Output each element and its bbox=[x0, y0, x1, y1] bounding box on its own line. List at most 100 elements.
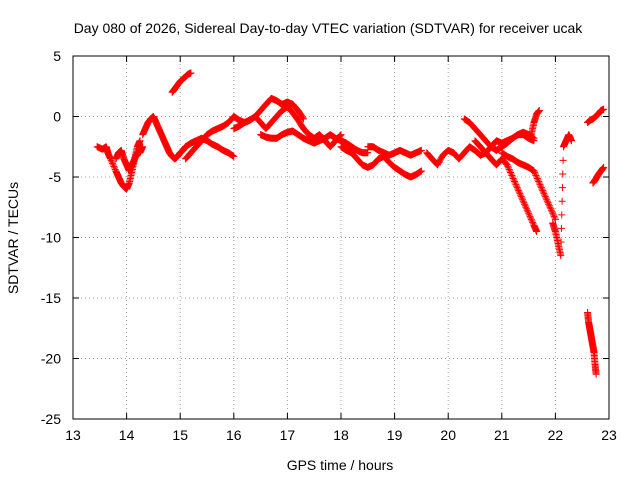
data-point bbox=[549, 209, 557, 217]
data-point bbox=[558, 184, 566, 192]
data-point bbox=[523, 206, 531, 214]
data-point bbox=[533, 175, 541, 183]
data-point bbox=[511, 178, 519, 186]
data-point bbox=[557, 252, 565, 260]
data-point bbox=[505, 165, 513, 173]
data-point bbox=[520, 199, 528, 207]
x-tick-label: 13 bbox=[65, 427, 81, 443]
data-point bbox=[547, 206, 555, 214]
data-point bbox=[600, 163, 608, 171]
data-point bbox=[567, 137, 575, 145]
x-axis-label: GPS time / hours bbox=[287, 457, 394, 473]
data-point bbox=[545, 202, 553, 210]
data-point bbox=[535, 178, 543, 186]
data-point bbox=[509, 175, 517, 183]
axes bbox=[72, 55, 610, 420]
data-point bbox=[521, 200, 529, 208]
data-point bbox=[527, 215, 535, 223]
data-point bbox=[535, 106, 543, 114]
data-point bbox=[558, 197, 566, 205]
data-point bbox=[600, 105, 608, 113]
data-point bbox=[108, 158, 116, 166]
data-point bbox=[536, 181, 544, 189]
y-tick-label: -5 bbox=[49, 169, 62, 185]
data-point bbox=[514, 185, 522, 193]
data-point bbox=[299, 114, 307, 122]
data-point bbox=[506, 167, 514, 175]
x-tick-label: 15 bbox=[172, 427, 188, 443]
data-point bbox=[559, 170, 567, 178]
y-tick-label: -25 bbox=[41, 411, 61, 427]
data-point bbox=[417, 167, 425, 175]
data-point bbox=[525, 211, 533, 219]
data-point bbox=[107, 156, 115, 164]
data-point bbox=[532, 171, 540, 179]
data-point bbox=[512, 181, 520, 189]
data-point bbox=[504, 162, 512, 170]
y-tick-label: -15 bbox=[41, 290, 61, 306]
x-tick-label: 21 bbox=[494, 427, 510, 443]
data-point bbox=[521, 202, 529, 210]
data-point bbox=[546, 203, 554, 211]
data-point bbox=[515, 188, 523, 196]
data-point bbox=[550, 212, 558, 220]
data-point bbox=[547, 205, 555, 213]
data-point bbox=[539, 187, 547, 195]
data-point bbox=[531, 168, 539, 176]
y-tick-label: 0 bbox=[53, 109, 61, 125]
data-point bbox=[535, 179, 543, 187]
data-point bbox=[551, 215, 559, 223]
tick-labels: 13 14 15 16 17 18 19 20 21 22 23 5 0 -5 -10 -15 -20 -25 bbox=[41, 48, 617, 443]
data-point bbox=[542, 194, 550, 202]
data-point bbox=[417, 146, 425, 154]
data-point bbox=[299, 115, 307, 123]
data-point bbox=[545, 200, 553, 208]
y-tick-label: -10 bbox=[41, 230, 61, 246]
data-point bbox=[503, 161, 511, 169]
x-tick-label: 19 bbox=[387, 427, 403, 443]
data-point bbox=[518, 194, 526, 202]
data-point bbox=[337, 131, 345, 139]
data-point bbox=[508, 171, 516, 179]
data-point bbox=[109, 159, 117, 167]
data-point bbox=[511, 179, 519, 187]
x-tick-label: 14 bbox=[119, 427, 135, 443]
x-tick-label: 23 bbox=[601, 427, 617, 443]
data-point bbox=[538, 185, 546, 193]
data-point bbox=[109, 161, 117, 169]
data-point bbox=[541, 193, 549, 201]
data-point bbox=[551, 214, 559, 222]
data-point bbox=[136, 137, 144, 145]
data-point bbox=[507, 168, 515, 176]
data-point bbox=[534, 176, 542, 184]
data-point bbox=[522, 203, 530, 211]
data-markers bbox=[93, 69, 608, 378]
data-point bbox=[530, 167, 538, 175]
data-point bbox=[540, 190, 548, 198]
data-point bbox=[111, 164, 119, 172]
data-point bbox=[139, 143, 147, 151]
data-point bbox=[549, 211, 557, 219]
y-axis-label: SDTVAR / TECUs bbox=[5, 182, 21, 294]
data-point bbox=[592, 370, 600, 378]
data-point bbox=[519, 197, 527, 205]
data-point bbox=[517, 193, 525, 201]
data-point bbox=[548, 208, 556, 216]
y-tick-label: 5 bbox=[53, 48, 61, 64]
data-point bbox=[533, 173, 541, 181]
data-point bbox=[517, 191, 525, 199]
x-tick-label: 18 bbox=[333, 427, 349, 443]
data-point bbox=[515, 187, 523, 195]
data-point bbox=[529, 218, 537, 226]
data-point bbox=[516, 190, 524, 198]
data-point bbox=[509, 173, 517, 181]
data-point bbox=[544, 199, 552, 207]
grid-lines bbox=[73, 56, 609, 419]
y-tick-label: -20 bbox=[41, 351, 61, 367]
data-point bbox=[557, 224, 565, 232]
data-point bbox=[559, 156, 567, 164]
data-point bbox=[230, 152, 238, 160]
data-point bbox=[537, 184, 545, 192]
data-point bbox=[539, 188, 547, 196]
